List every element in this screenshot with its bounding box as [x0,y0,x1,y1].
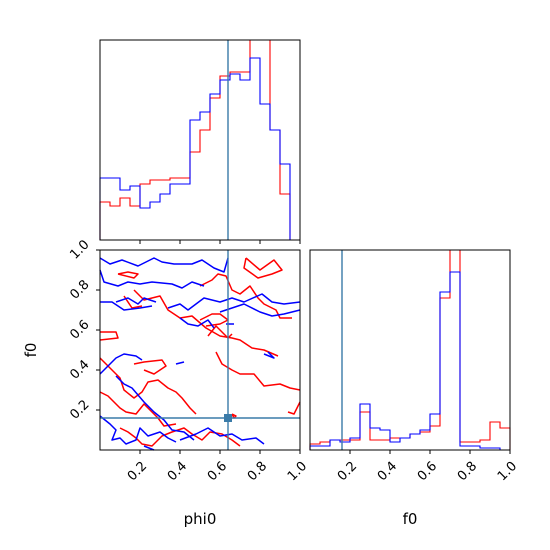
f0-histogram-ticks [349,450,511,454]
histogram-series-blue [309,271,510,451]
contour-line-red [99,331,119,341]
contour-line-red [133,289,279,357]
x-tick-label: 0.6 [205,459,230,484]
y-tick-label: 0.4 [67,357,92,382]
contour-line-blue [179,317,215,329]
x-tick-label: 0.4 [165,459,190,484]
phi0-histogram-ticks [139,240,301,244]
contour-y-tick-labels: 0.2 0.4 0.6 0.8 1.0 [67,237,92,422]
f0-histogram-frame [309,249,511,451]
contour-line-red [199,313,229,327]
phi0-histogram-panel [99,39,301,244]
y-tick-label: 1.0 [67,237,92,262]
contour-line-blue [219,303,301,317]
contour-line-blue [179,427,265,445]
f0-histogram-x-axis-label: f0 [403,510,418,528]
contour-line-red [133,359,167,375]
contour-line-red [287,401,301,415]
contour-line-blue [100,301,153,311]
x-tick-label: 0.8 [455,459,480,484]
x-tick-label: 0.4 [375,459,400,484]
contour-panel: 0.2 0.4 0.6 0.8 1.0 0.2 0.4 0.6 0.8 1.0 phi0 f0 [22,237,310,528]
phi0-histogram-frame [99,39,301,241]
y-tick-label: 0.8 [67,277,92,302]
contour-line-blue [115,375,195,441]
contour-y-axis-label: f0 [22,343,40,358]
contour-line-blue [99,269,205,289]
contour-ticks [96,249,301,454]
f0-histogram-data [309,249,511,451]
contour-line-red [123,295,143,309]
x-tick-label: 0.2 [125,459,150,484]
contour-line-red [99,391,177,427]
contour-line-red [215,351,301,391]
y-tick-label: 0.6 [67,317,92,342]
contour-line-red [207,325,233,339]
contour-data [99,250,301,451]
contour-line-red [199,273,292,319]
x-tick-label: 1.0 [285,459,310,484]
contour-line-blue [99,257,229,273]
contour-line-blue [175,361,185,365]
histogram-series-blue [99,57,300,241]
f0-histogram-x-tick-labels: 0.2 0.4 0.6 0.8 1.0 [335,459,520,484]
contour-line-blue [143,445,155,451]
histogram-series-red [309,249,511,450]
x-tick-label: 1.0 [495,459,520,484]
contour-x-tick-labels: 0.2 0.4 0.6 0.8 1.0 [125,459,310,484]
y-tick-label: 0.2 [67,397,92,422]
contour-x-axis-label: phi0 [184,510,217,528]
contour-line-red [117,271,139,279]
contour-line-blue [99,415,177,445]
histogram-series-red [99,39,300,241]
contour-frame [99,249,301,451]
contour-line-blue [263,351,275,359]
x-tick-label: 0.8 [245,459,270,484]
f0-histogram-panel: 0.2 0.4 0.6 0.8 1.0 f0 [309,249,520,528]
contour-line-red [243,257,283,279]
contour-line-blue [115,297,157,305]
truth-marker [224,414,232,422]
contour-line-red [99,357,197,415]
phi0-histogram-data [99,39,300,241]
contour-line-blue [167,293,301,311]
x-tick-label: 0.6 [415,459,440,484]
contour-line-blue [99,353,143,375]
x-tick-label: 0.2 [335,459,360,484]
contour-line-red [231,413,237,419]
